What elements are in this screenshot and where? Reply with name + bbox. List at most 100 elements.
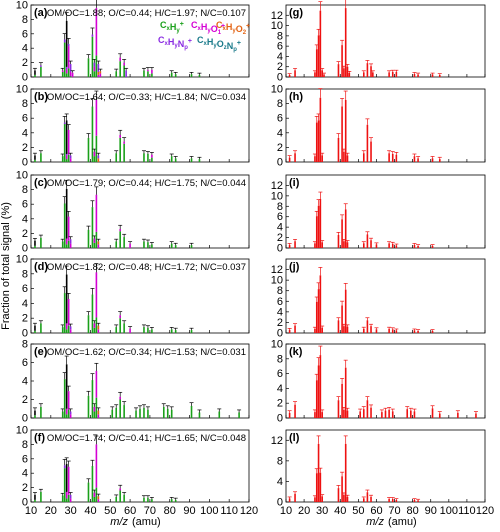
y-tick-label-c: 8: [22, 184, 28, 196]
bar-g-mz81: [413, 73, 416, 77]
bar-f-mz29-CH: [67, 494, 70, 502]
y-tick-label-j: 12: [271, 264, 283, 276]
bar-f-mz83-CH: [174, 499, 177, 502]
bar-i-mz57: [370, 240, 372, 248]
bar-g-mz42: [343, 68, 345, 77]
x-tick-label-f: 60: [124, 505, 136, 517]
y-axis-label: Fraction of total signal (%): [0, 202, 12, 330]
bar-a-mz53-CH: [115, 71, 118, 77]
bar-b-mz69-CH: [147, 153, 149, 162]
y-tick-label-b: 4: [22, 127, 28, 139]
bar-f-mz12-other: [34, 494, 36, 500]
bar-b-mz81-CH: [170, 156, 173, 162]
bar-c-mz67-CH: [143, 241, 145, 248]
bar-e-mz28-other: [65, 364, 68, 409]
x-tick-label-f: 90: [183, 505, 195, 517]
bar-e-mz44-CHO1: [97, 414, 100, 418]
bar-g-mz15: [294, 70, 296, 77]
bar-e-mz28-CHO1: [65, 408, 68, 415]
bar-j-mz60: [375, 329, 378, 333]
bar-e-mz67-CH: [143, 407, 145, 418]
bar-k-mz30: [321, 412, 323, 418]
bar-i-mz29: [319, 198, 322, 248]
bar-j-mz29: [319, 275, 322, 333]
bar-a-mz29-CHO1: [67, 46, 70, 69]
bar-k-mz26: [314, 412, 316, 418]
bar-a-mz28-CHO1: [65, 69, 68, 74]
bar-i-mz83: [417, 245, 419, 248]
bar-j-mz26: [314, 328, 316, 333]
bar-h-mz53: [362, 153, 365, 162]
bar-k-mz55: [366, 400, 369, 418]
bar-i-mz91: [431, 245, 434, 248]
bar-l-mz69: [391, 498, 394, 502]
bar-e-mz57-CH: [123, 405, 125, 418]
bar-i-mz41: [341, 219, 343, 248]
bar-k-mz41: [341, 383, 343, 418]
bar-a-mz44-CHO1: [97, 74, 100, 77]
y-tick-label-d: 0: [22, 328, 28, 340]
bar-f-mz41-CH: [91, 466, 94, 502]
bar-l-mz67: [388, 498, 390, 502]
panel-label-b: (b): [34, 91, 48, 103]
bar-g-mz26: [314, 72, 316, 77]
bar-i-mz69: [391, 243, 394, 248]
bar-h-mz26: [314, 156, 316, 162]
bar-i-mz42: [343, 241, 345, 248]
bar-d-mz30-CHN: [69, 326, 72, 330]
x-axis-label-left: m/z: [110, 516, 128, 528]
panel-a: 0 2 4 6 8 10 (a) OM/OC=1.88; O/C=0.44; H/C=1.97…: [16, 0, 250, 84]
bar-a-mz26-CHO1: [61, 70, 64, 72]
bar-c-mz43-CHO1: [95, 194, 98, 232]
bar-i-mz44: [346, 242, 349, 248]
panel-b: 0 2 4 6 8 10 (b)OM/OC=1.64; O/C=0.33; H/C=1.84…: [16, 84, 250, 169]
bar-a-mz15-CHN: [40, 65, 42, 67]
bar-f-mz71-CH: [151, 499, 153, 502]
bar-e-mz12-other: [34, 410, 36, 416]
x-tick-label-l: 50: [352, 505, 364, 517]
y-tick-label-l: 0: [277, 497, 283, 509]
panel-frame-f: [30, 429, 250, 503]
y-tick-label-j: 4: [277, 306, 283, 318]
bar-d-mz83-CH: [174, 330, 177, 333]
panel-label-d: (d): [34, 261, 48, 273]
y-tick-label-f: 6: [22, 453, 28, 465]
bar-e-mz26-CH: [61, 411, 64, 418]
bar-g-mz43: [344, 8, 347, 77]
bar-a-mz27-CH: [63, 42, 66, 77]
x-axis-label-right: m/z: [366, 516, 384, 528]
bar-e-mz29-CH: [67, 409, 70, 418]
y-tick-label-c: 4: [22, 213, 28, 225]
bar-e-mz28-CH: [65, 414, 68, 418]
y-tick-label-g: 2: [277, 61, 283, 73]
panel-frame-k: [285, 343, 486, 419]
bar-h-mz39: [337, 137, 340, 162]
bar-g-mz57: [370, 66, 372, 77]
bar-f-mz12-CH: [34, 499, 36, 502]
bar-c-mz44-CHO1: [97, 244, 100, 248]
bar-f-mz28-CH: [65, 498, 68, 502]
bar-g-mz31: [323, 74, 325, 77]
bar-g-mz41: [341, 45, 343, 77]
y-tick-label-f: 4: [22, 468, 28, 480]
panel-label-i: (i): [289, 177, 300, 189]
bar-c-mz28-CHO1: [65, 238, 68, 245]
bar-a-mz28-other: [65, 20, 68, 67]
bar-j-mz69: [391, 329, 394, 333]
bar-c-mz30-CHN: [69, 239, 72, 244]
bar-c-mz30-CHO1: [69, 243, 72, 248]
bar-c-mz26-CH: [61, 241, 64, 248]
bar-g-mz29: [319, 10, 322, 77]
bar-l-mz27: [315, 473, 318, 502]
bar-f-mz55-CH: [119, 490, 121, 502]
bar-d-mz12-other: [34, 325, 36, 331]
bar-c-mz12-other: [34, 240, 36, 246]
bar-b-mz83-CH: [174, 158, 177, 162]
bar-d-mz27-CH: [63, 293, 66, 333]
bar-e-mz43-CHO1: [95, 370, 98, 398]
bar-e-mz15-CH: [40, 406, 42, 418]
elemental-ratios-e: OM/OC=1.62; O/C=0.34; H/C=1.53; N/C=0.03…: [47, 347, 246, 358]
bar-k-mz39: [337, 400, 340, 418]
bar-a-mz91-CH: [190, 74, 193, 77]
